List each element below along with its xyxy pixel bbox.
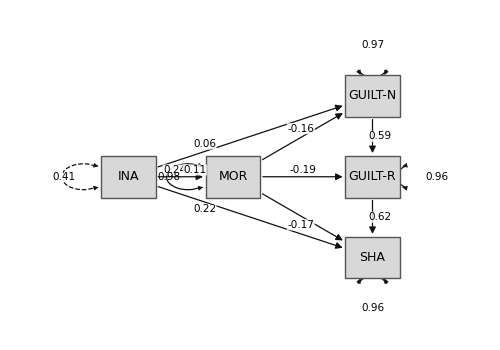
Text: GUILT-N: GUILT-N xyxy=(348,89,397,103)
Text: -0.16: -0.16 xyxy=(288,124,314,134)
Text: SHA: SHA xyxy=(360,251,386,264)
Text: 0.22: 0.22 xyxy=(193,204,216,215)
Text: 0.62: 0.62 xyxy=(368,212,392,222)
FancyBboxPatch shape xyxy=(206,156,260,198)
Text: 0.59: 0.59 xyxy=(368,131,392,141)
Text: 0.24: 0.24 xyxy=(163,165,186,175)
Text: MOR: MOR xyxy=(218,170,248,183)
Text: -0.19: -0.19 xyxy=(290,165,316,175)
Text: GUILT-R: GUILT-R xyxy=(348,170,397,183)
Text: 0.98: 0.98 xyxy=(157,172,180,182)
Text: 0.96: 0.96 xyxy=(361,303,384,313)
FancyBboxPatch shape xyxy=(346,156,400,198)
Text: 0.11: 0.11 xyxy=(183,165,206,175)
FancyBboxPatch shape xyxy=(346,75,400,117)
Text: INA: INA xyxy=(118,170,139,183)
FancyBboxPatch shape xyxy=(101,156,156,198)
Text: 0.97: 0.97 xyxy=(361,40,384,50)
Text: 0.41: 0.41 xyxy=(52,172,76,182)
Text: -0.17: -0.17 xyxy=(288,220,314,230)
Text: 0.06: 0.06 xyxy=(193,139,216,149)
FancyBboxPatch shape xyxy=(346,237,400,279)
Text: 0.96: 0.96 xyxy=(426,172,448,182)
